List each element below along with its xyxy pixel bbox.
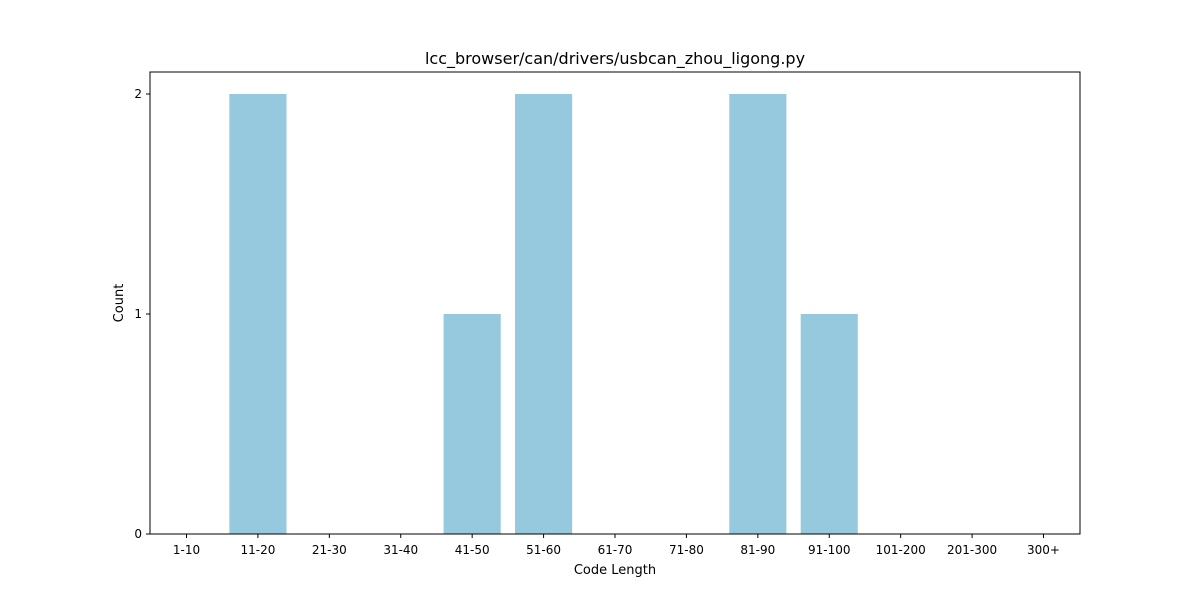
x-tick-label: 91-100 [808,543,851,557]
y-axis-label: Count [112,284,127,323]
y-axis: 0 1 2 [134,87,150,541]
bar-11-20 [229,94,287,534]
x-tick-label: 101-200 [876,543,926,557]
plot-frame [149,71,1081,535]
x-tick-label: 1-10 [173,543,200,557]
x-tick-label: 81-90 [740,543,775,557]
x-tick-label: 71-80 [669,543,704,557]
x-tick-label: 41-50 [455,543,490,557]
x-tick-label: 61-70 [598,543,633,557]
x-axis: 1-10 11-20 21-30 31-40 41-50 51-60 61-70 71-80 8… [173,534,1060,557]
x-tick-label: 31-40 [383,543,418,557]
x-tick-label: 11-20 [240,543,275,557]
x-tick-label: 21-30 [312,543,347,557]
bar-51-60 [515,94,573,534]
y-tick-label: 2 [134,87,142,101]
y-tick-label: 1 [134,307,142,321]
chart-title: lcc_browser/can/drivers/usbcan_zhou_ligo… [425,49,805,69]
y-tick-label: 0 [134,527,142,541]
x-tick-label: 51-60 [526,543,561,557]
x-tick-label: 300+ [1027,543,1060,557]
bar-81-90 [729,94,787,534]
x-axis-label: Code Length [574,563,656,578]
bar-91-100 [800,314,858,534]
x-tick-label: 201-300 [947,543,997,557]
bar-41-50 [443,314,501,534]
bars-group [229,94,858,534]
